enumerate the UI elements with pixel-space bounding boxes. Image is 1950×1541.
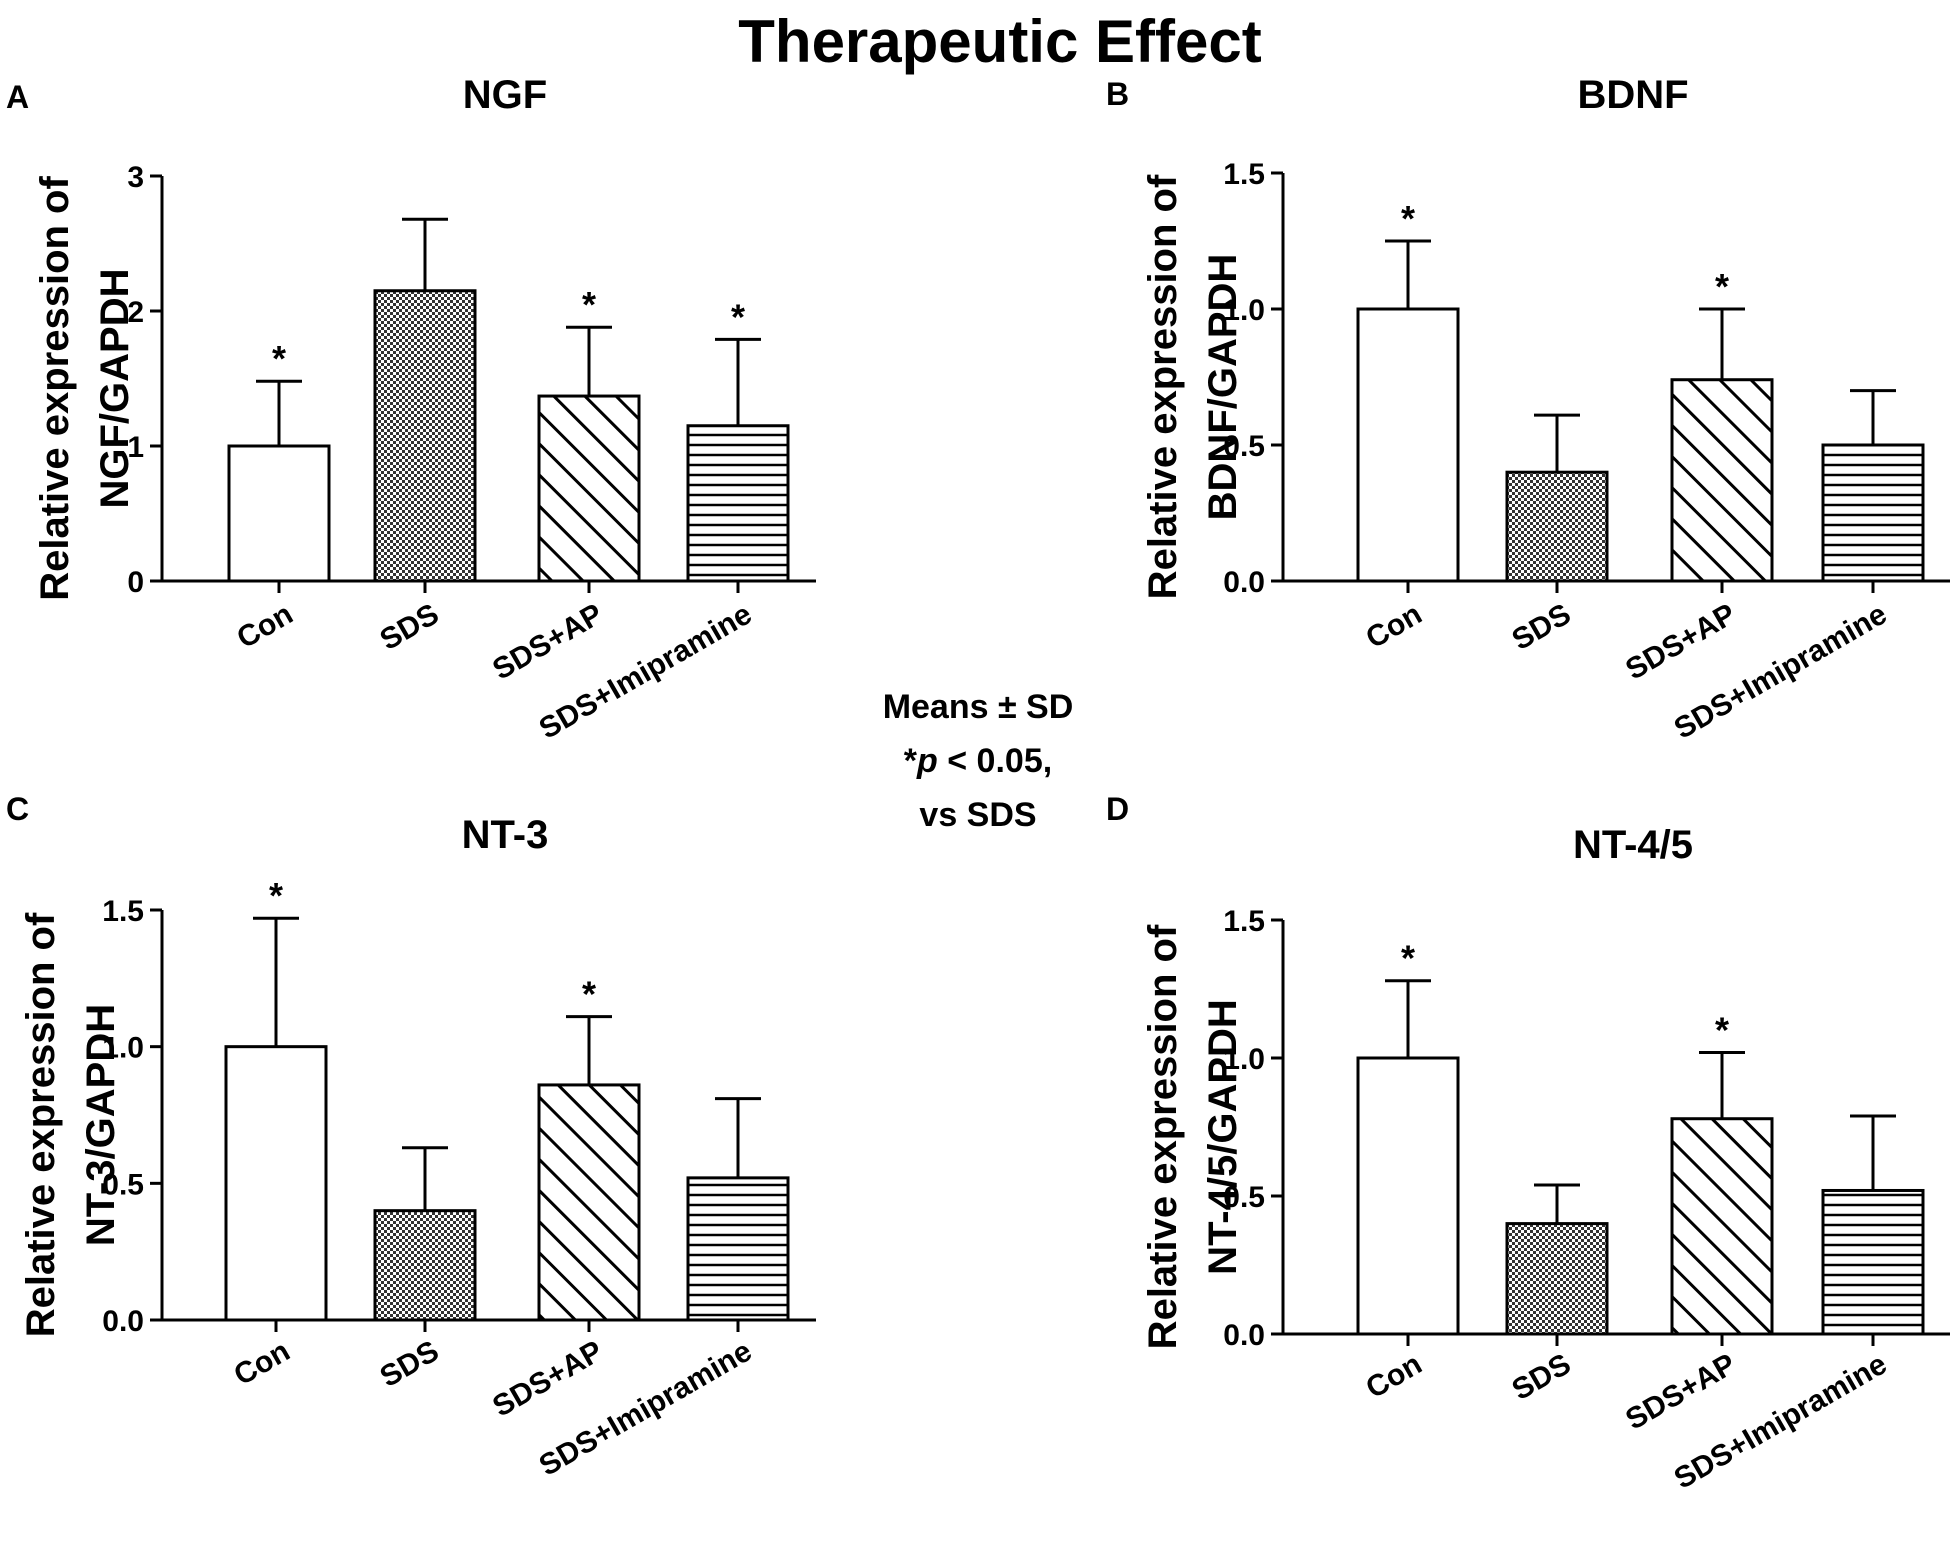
significance-star: * [582,284,596,325]
y-tick-label: 0.0 [102,1305,144,1338]
y-tick-label: 0.5 [1223,1181,1265,1214]
legend-star: * [904,742,918,780]
bar-con [1356,1056,1460,1336]
significance-star: * [1715,1009,1729,1050]
bar-sds-ap [537,1083,641,1322]
significance-star: * [731,296,745,337]
bar-sds [1505,1222,1609,1336]
category-label: Con [1360,1347,1427,1405]
category-label: SDS [375,597,445,656]
category-label: SDS+AP [487,1334,608,1423]
y-tick-label: 1 [127,431,144,464]
bar-sds [373,289,477,583]
y-axis-label-line2: NGF/GAPDH [93,269,137,509]
y-axis-label-line1: Relative expression of [1141,924,1185,1349]
category-label: SDS+AP [1620,597,1741,686]
panel-letter: D [1106,791,1129,827]
category-label: SDS+AP [1620,1347,1741,1436]
bar-sds-imipramine [686,424,790,583]
category-label: Con [228,1334,295,1392]
y-axis-label-line1: Relative expression of [19,912,63,1337]
y-tick-label: 1.5 [1223,905,1265,938]
panel-title: NT-4/5 [1573,823,1693,867]
category-label: SDS+AP [487,597,608,686]
y-tick-label: 2 [127,296,144,329]
y-tick-label: 1.5 [1223,158,1265,191]
y-axis-label-line1: Relative expression of [1141,174,1185,599]
bar-sds-ap [1670,1117,1774,1336]
bar-sds [1505,470,1609,583]
bar-con [1356,307,1460,583]
category-label: SDS [1507,1347,1577,1406]
figure-title: Therapeutic Effect [738,8,1261,75]
panel-letter: B [1106,76,1129,112]
y-tick-label: 0.5 [102,1168,144,1201]
y-axis-label-line2: BDNF/GAPDH [1201,254,1245,521]
bar-sds [373,1209,477,1322]
bar-sds-imipramine [686,1176,790,1322]
panel-letter: A [6,79,29,115]
category-label: SDS [1507,597,1577,656]
y-tick-label: 0.5 [1223,430,1265,463]
y-axis-label-line2: NT-4/5/GAPDH [1201,999,1245,1275]
significance-star: * [1401,938,1415,979]
panel-letter: C [6,791,29,827]
bar-sds-ap [537,394,641,583]
category-label: SDS [375,1334,445,1393]
chart-panel-d: D NT-4/5 Relative expression of NT-4/5/GAPD… [1106,791,1950,1496]
legend-significance: *p < 0.05, [904,742,1052,780]
bar-con [227,444,331,583]
y-axis-label-line1: Relative expression of [33,176,77,601]
category-label: Con [1360,597,1427,655]
y-tick-label: 1.5 [102,895,144,928]
y-tick-label: 0 [127,566,144,599]
legend-p: p [916,742,938,780]
y-axis-label-line2: NT-3/GAPDH [79,1004,123,1246]
panel-title: NT-3 [462,813,549,857]
legend: Means ± SD *p < 0.05, vs SDS [883,688,1074,834]
y-tick-label: 1.0 [1223,1043,1265,1076]
y-tick-label: 0.0 [1223,1319,1265,1352]
y-tick-label: 3 [127,161,144,194]
category-label: Con [231,597,298,655]
y-tick-label: 1.0 [1223,294,1265,327]
significance-star: * [582,974,596,1015]
chart-panel-c: C NT-3 Relative expression of NT-3/GAPDH 0.0… [6,791,816,1483]
legend-threshold: < 0.05, [938,742,1052,780]
chart-panel-a: A NGF Relative expression of NGF/GAPDH 0 1 2 3 *… [6,73,816,746]
chart-panel-b: B BDNF Relative expression of BDNF/GAPDH 0.0… [1106,73,1950,746]
bar-sds-imipramine [1821,1188,1925,1336]
legend-means-sd: Means ± SD [883,688,1074,726]
significance-star: * [269,875,283,916]
significance-star: * [272,338,286,379]
bar-sds-imipramine [1821,443,1925,583]
significance-star: * [1715,266,1729,307]
y-tick-label: 1.0 [102,1032,144,1065]
y-tick-label: 0.0 [1223,566,1265,599]
panel-title: NGF [463,73,547,117]
panel-title: BDNF [1577,73,1688,117]
significance-star: * [1401,198,1415,239]
bar-con [224,1045,328,1322]
legend-vs-sds: vs SDS [919,796,1036,834]
bar-sds-ap [1670,378,1774,583]
